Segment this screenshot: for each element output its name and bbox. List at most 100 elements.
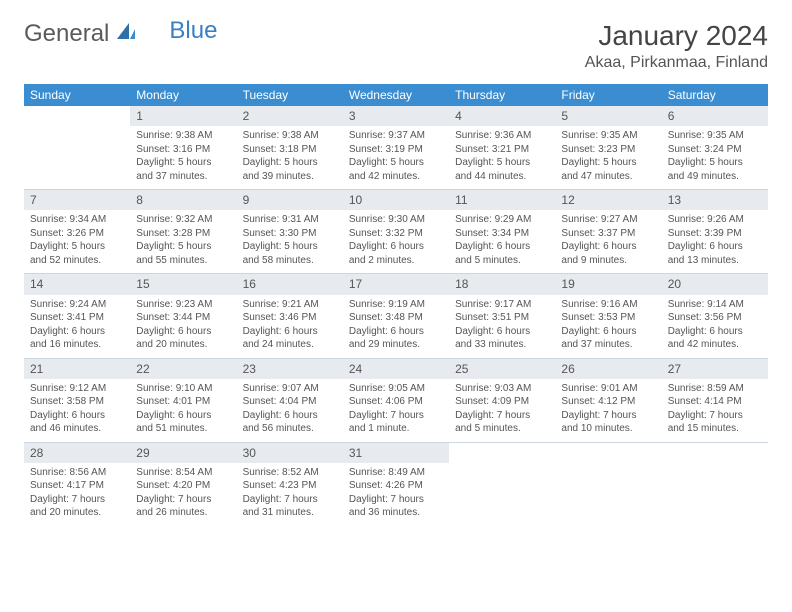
calendar-day-cell: 2Sunrise: 9:38 AMSunset: 3:18 PMDaylight… [237,106,343,190]
sunrise-text: Sunrise: 9:21 AM [243,298,337,312]
sunrise-text: Sunrise: 9:38 AM [136,129,230,143]
day-content: Sunrise: 9:38 AMSunset: 3:18 PMDaylight:… [237,126,343,189]
sunset-text: Sunset: 4:12 PM [561,395,655,409]
day-content: Sunrise: 8:54 AMSunset: 4:20 PMDaylight:… [130,463,236,526]
day-content: Sunrise: 9:12 AMSunset: 3:58 PMDaylight:… [24,379,130,442]
sunset-text: Sunset: 4:23 PM [243,479,337,493]
daylight-line2: and 2 minutes. [349,254,443,268]
sunset-text: Sunset: 3:32 PM [349,227,443,241]
daylight-line1: Daylight: 6 hours [561,325,655,339]
day-content: Sunrise: 9:14 AMSunset: 3:56 PMDaylight:… [662,295,768,358]
daylight-line1: Daylight: 6 hours [30,409,124,423]
sunset-text: Sunset: 3:53 PM [561,311,655,325]
daylight-line1: Daylight: 7 hours [668,409,762,423]
day-number: 23 [237,359,343,379]
sunrise-text: Sunrise: 8:54 AM [136,466,230,480]
daylight-line2: and 58 minutes. [243,254,337,268]
daylight-line2: and 42 minutes. [349,170,443,184]
sunset-text: Sunset: 3:41 PM [30,311,124,325]
day-number: 26 [555,359,661,379]
sunrise-text: Sunrise: 9:31 AM [243,213,337,227]
sunset-text: Sunset: 3:56 PM [668,311,762,325]
sunset-text: Sunset: 3:23 PM [561,143,655,157]
daylight-line2: and 51 minutes. [136,422,230,436]
day-content: Sunrise: 9:10 AMSunset: 4:01 PMDaylight:… [130,379,236,442]
sunset-text: Sunset: 3:21 PM [455,143,549,157]
daylight-line2: and 29 minutes. [349,338,443,352]
calendar-week-row: 21Sunrise: 9:12 AMSunset: 3:58 PMDayligh… [24,358,768,442]
calendar-day-cell: 22Sunrise: 9:10 AMSunset: 4:01 PMDayligh… [130,358,236,442]
sunset-text: Sunset: 4:09 PM [455,395,549,409]
day-content: Sunrise: 9:16 AMSunset: 3:53 PMDaylight:… [555,295,661,358]
day-number: 19 [555,274,661,294]
sunrise-text: Sunrise: 9:24 AM [30,298,124,312]
daylight-line2: and 46 minutes. [30,422,124,436]
calendar-week-row: 7Sunrise: 9:34 AMSunset: 3:26 PMDaylight… [24,190,768,274]
calendar-body: 1Sunrise: 9:38 AMSunset: 3:16 PMDaylight… [24,106,768,526]
daylight-line1: Daylight: 5 hours [455,156,549,170]
sunset-text: Sunset: 3:37 PM [561,227,655,241]
calendar-day-cell: 8Sunrise: 9:32 AMSunset: 3:28 PMDaylight… [130,190,236,274]
day-content: Sunrise: 8:49 AMSunset: 4:26 PMDaylight:… [343,463,449,526]
sunrise-text: Sunrise: 9:32 AM [136,213,230,227]
sunrise-text: Sunrise: 9:36 AM [455,129,549,143]
sunrise-text: Sunrise: 9:34 AM [30,213,124,227]
empty-day [662,443,768,497]
sunrise-text: Sunrise: 9:03 AM [455,382,549,396]
daylight-line2: and 37 minutes. [561,338,655,352]
calendar-day-cell: 26Sunrise: 9:01 AMSunset: 4:12 PMDayligh… [555,358,661,442]
calendar-day-cell: 19Sunrise: 9:16 AMSunset: 3:53 PMDayligh… [555,274,661,358]
calendar-day-cell: 15Sunrise: 9:23 AMSunset: 3:44 PMDayligh… [130,274,236,358]
sunrise-text: Sunrise: 9:35 AM [561,129,655,143]
calendar-day-cell: 29Sunrise: 8:54 AMSunset: 4:20 PMDayligh… [130,442,236,526]
weekday-header-row: SundayMondayTuesdayWednesdayThursdayFrid… [24,84,768,106]
day-content: Sunrise: 9:38 AMSunset: 3:16 PMDaylight:… [130,126,236,189]
daylight-line1: Daylight: 7 hours [243,493,337,507]
calendar-day-cell: 6Sunrise: 9:35 AMSunset: 3:24 PMDaylight… [662,106,768,190]
daylight-line1: Daylight: 6 hours [243,325,337,339]
sunrise-text: Sunrise: 8:56 AM [30,466,124,480]
sunset-text: Sunset: 3:24 PM [668,143,762,157]
calendar-day-cell: 25Sunrise: 9:03 AMSunset: 4:09 PMDayligh… [449,358,555,442]
sunrise-text: Sunrise: 9:29 AM [455,213,549,227]
daylight-line1: Daylight: 6 hours [561,240,655,254]
sunset-text: Sunset: 3:39 PM [668,227,762,241]
daylight-line1: Daylight: 7 hours [561,409,655,423]
day-content: Sunrise: 9:37 AMSunset: 3:19 PMDaylight:… [343,126,449,189]
day-number: 21 [24,359,130,379]
daylight-line1: Daylight: 6 hours [136,325,230,339]
daylight-line2: and 24 minutes. [243,338,337,352]
calendar-day-cell: 3Sunrise: 9:37 AMSunset: 3:19 PMDaylight… [343,106,449,190]
day-number: 9 [237,190,343,210]
calendar-day-cell [449,442,555,526]
sunrise-text: Sunrise: 9:12 AM [30,382,124,396]
calendar-day-cell: 7Sunrise: 9:34 AMSunset: 3:26 PMDaylight… [24,190,130,274]
calendar-week-row: 1Sunrise: 9:38 AMSunset: 3:16 PMDaylight… [24,106,768,190]
calendar-table: SundayMondayTuesdayWednesdayThursdayFrid… [24,84,768,526]
daylight-line2: and 5 minutes. [455,254,549,268]
calendar-day-cell: 9Sunrise: 9:31 AMSunset: 3:30 PMDaylight… [237,190,343,274]
day-number: 30 [237,443,343,463]
sunset-text: Sunset: 3:28 PM [136,227,230,241]
calendar-day-cell: 27Sunrise: 8:59 AMSunset: 4:14 PMDayligh… [662,358,768,442]
sunset-text: Sunset: 3:16 PM [136,143,230,157]
sunrise-text: Sunrise: 9:38 AM [243,129,337,143]
sunset-text: Sunset: 4:26 PM [349,479,443,493]
sunrise-text: Sunrise: 9:23 AM [136,298,230,312]
day-content: Sunrise: 9:32 AMSunset: 3:28 PMDaylight:… [130,210,236,273]
daylight-line1: Daylight: 5 hours [668,156,762,170]
day-number: 1 [130,106,236,126]
calendar-day-cell: 1Sunrise: 9:38 AMSunset: 3:16 PMDaylight… [130,106,236,190]
day-number: 15 [130,274,236,294]
sunrise-text: Sunrise: 9:07 AM [243,382,337,396]
day-content: Sunrise: 9:23 AMSunset: 3:44 PMDaylight:… [130,295,236,358]
day-content: Sunrise: 9:19 AMSunset: 3:48 PMDaylight:… [343,295,449,358]
day-number: 8 [130,190,236,210]
daylight-line1: Daylight: 6 hours [455,240,549,254]
day-number: 25 [449,359,555,379]
day-content: Sunrise: 9:21 AMSunset: 3:46 PMDaylight:… [237,295,343,358]
daylight-line1: Daylight: 7 hours [30,493,124,507]
daylight-line1: Daylight: 7 hours [349,409,443,423]
day-content: Sunrise: 9:30 AMSunset: 3:32 PMDaylight:… [343,210,449,273]
calendar-day-cell [662,442,768,526]
